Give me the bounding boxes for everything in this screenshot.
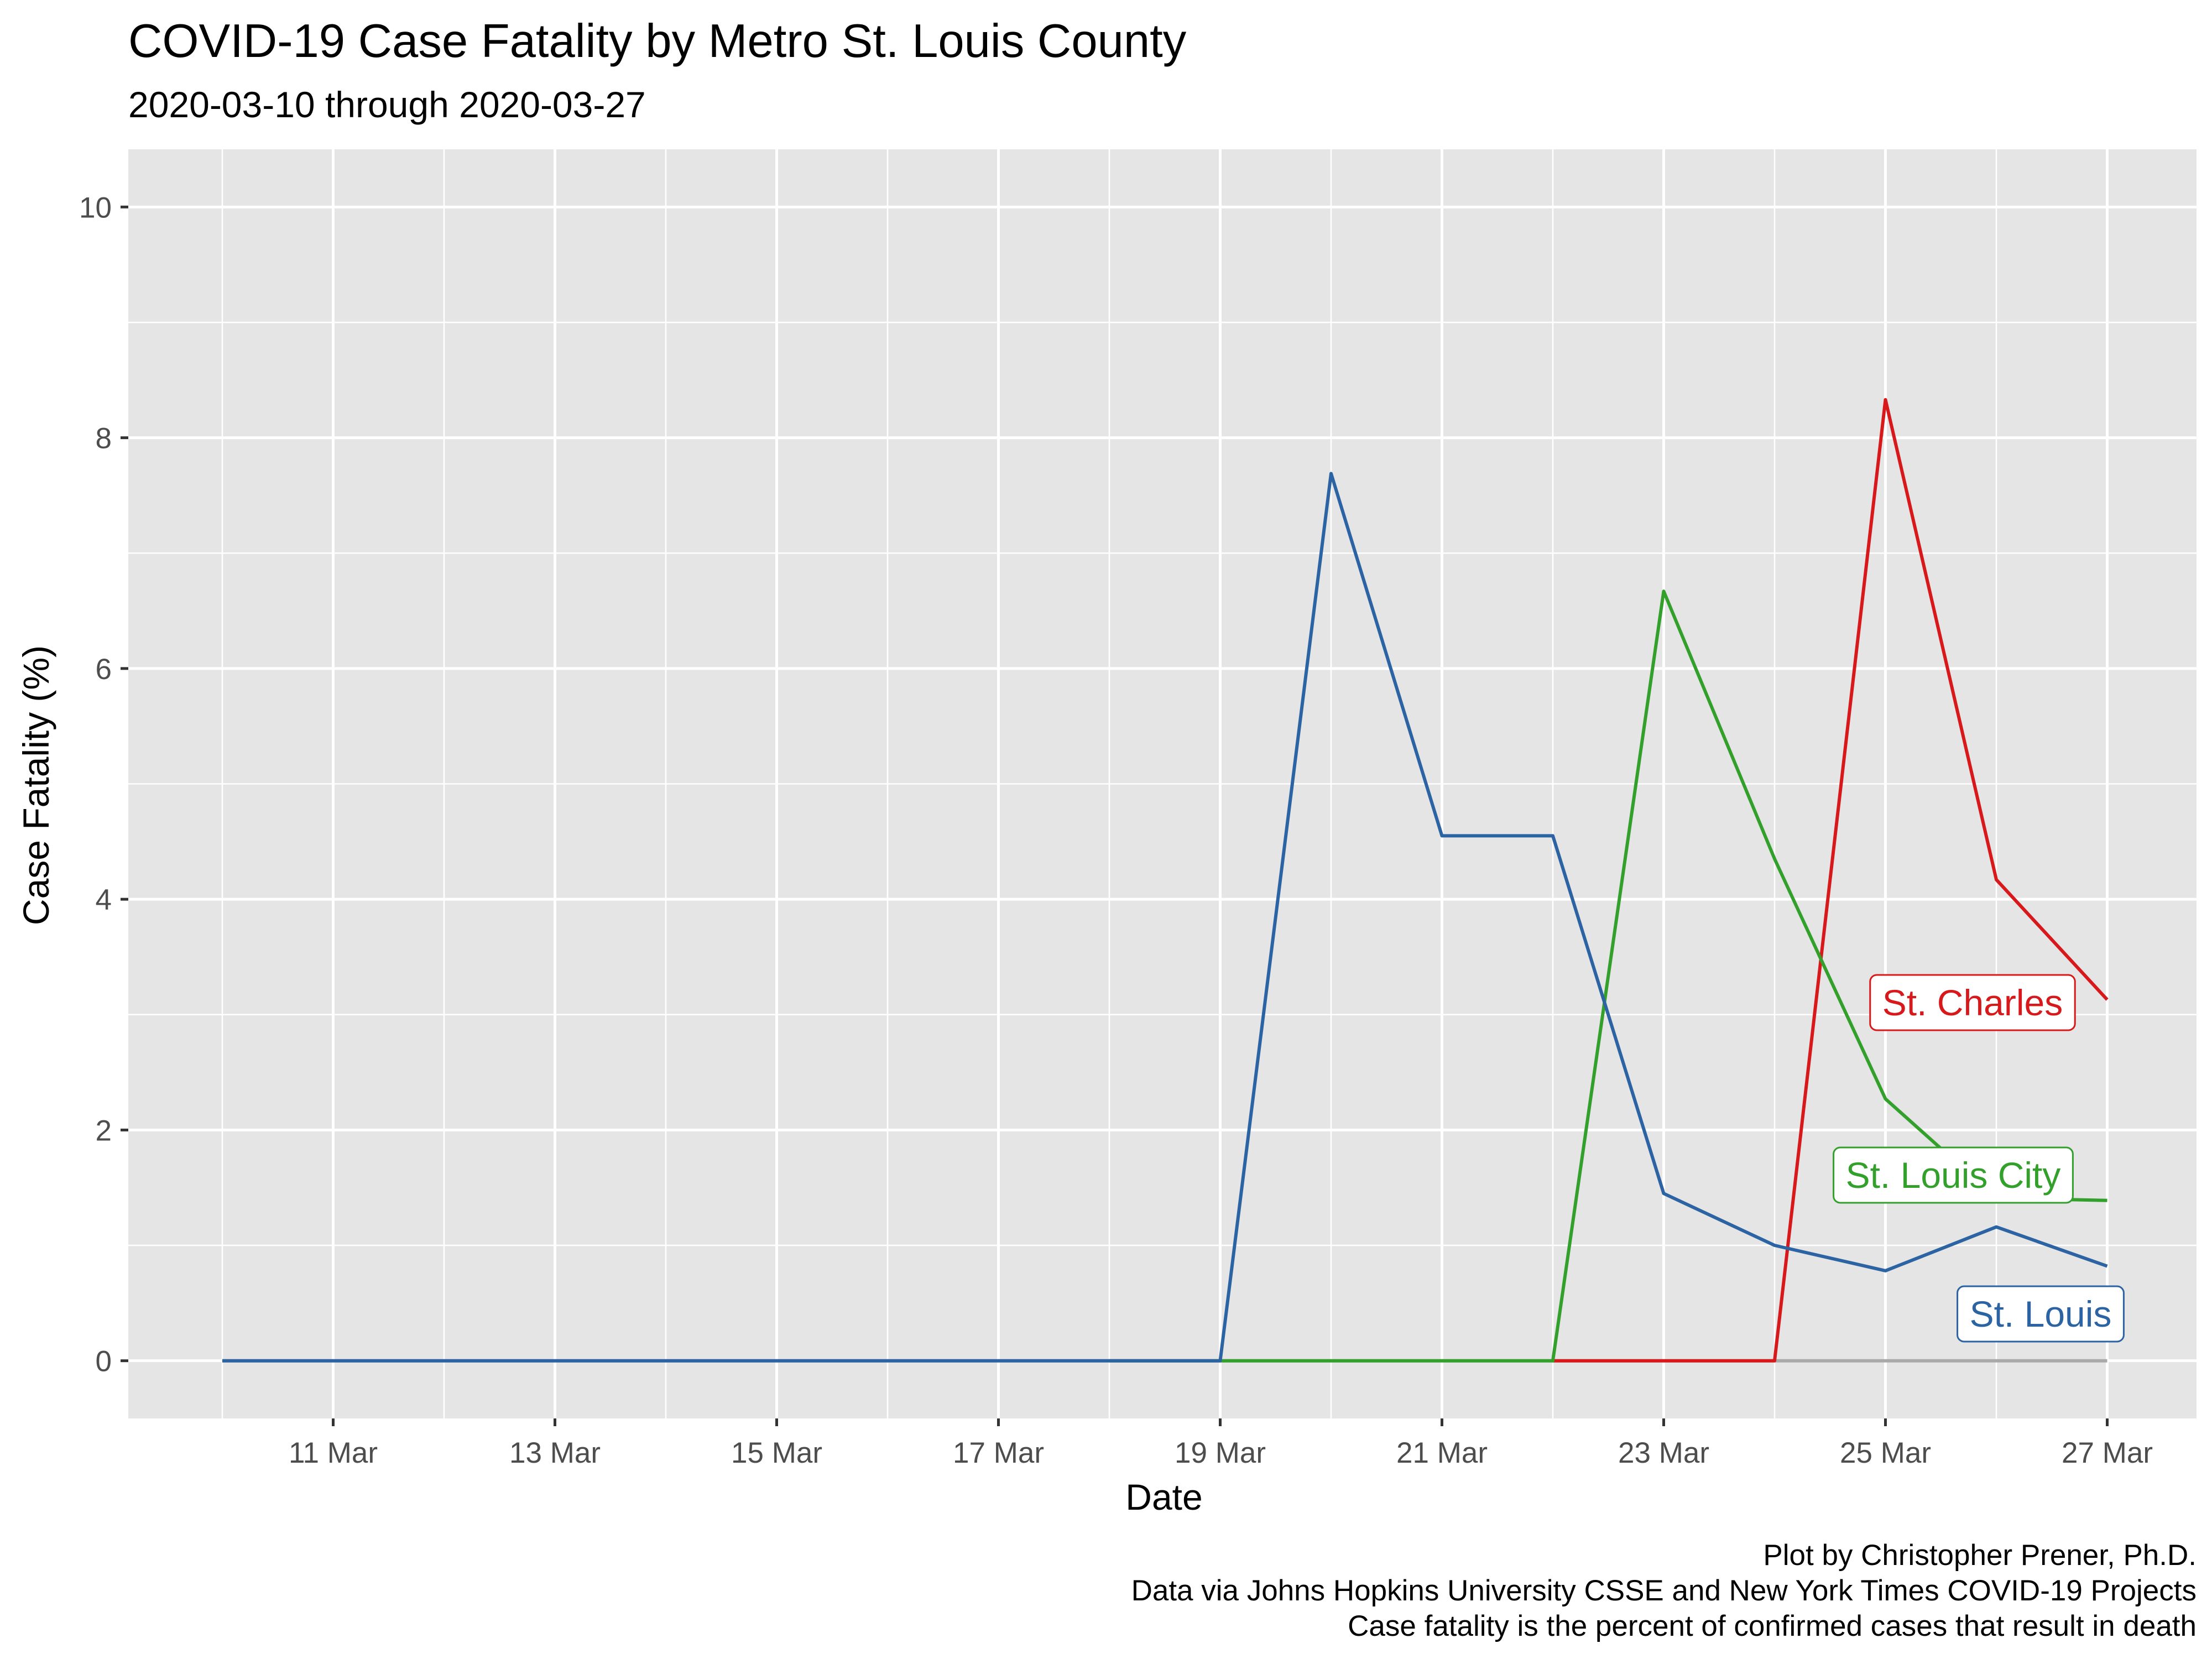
chart-title: COVID-19 Case Fatality by Metro St. Loui… bbox=[128, 15, 1187, 67]
series-line-st-louis bbox=[222, 472, 2108, 1363]
y-tick-label: 10 bbox=[79, 191, 112, 224]
caption-sources: Data via Johns Hopkins University CSSE a… bbox=[1131, 1574, 2197, 1607]
minor-gridlines bbox=[111, 149, 2197, 1418]
y-axis: 0 2 4 6 8 10 bbox=[79, 191, 128, 1378]
series-lines bbox=[222, 398, 2109, 1363]
label-box bbox=[1869, 974, 2076, 1031]
y-tick-label: 4 bbox=[96, 884, 112, 916]
label-text: St. Louis City bbox=[1846, 1155, 2061, 1196]
x-tick-label: 17 Mar bbox=[953, 1437, 1044, 1469]
label-st-louis: St. Louis bbox=[1957, 1285, 2125, 1343]
label-box bbox=[1833, 1146, 2074, 1204]
series-line-st-charles bbox=[1553, 398, 2109, 1363]
x-axis: 11 Mar 13 Mar 15 Mar 17 Mar 19 Mar 21 Mar 23 M… bbox=[289, 1418, 2153, 1469]
x-tick-label: 11 Mar bbox=[289, 1437, 378, 1469]
label-box bbox=[1957, 1285, 2125, 1343]
x-tick-label: 19 Mar bbox=[1175, 1437, 1266, 1469]
y-axis-title: Case Fatality (%) bbox=[15, 645, 56, 925]
label-st-charles: St. Charles bbox=[1869, 974, 2076, 1031]
x-tick-label: 27 Mar bbox=[2062, 1437, 2153, 1469]
y-tick-label: 2 bbox=[96, 1114, 112, 1147]
label-text: St. Louis bbox=[1970, 1293, 2112, 1334]
chart-subtitle: 2020-03-10 through 2020-03-27 bbox=[128, 84, 646, 125]
x-tick-label: 15 Mar bbox=[731, 1437, 822, 1469]
x-tick-label: 21 Mar bbox=[1396, 1437, 1488, 1469]
caption-author: Plot by Christopher Prener, Ph.D. bbox=[1763, 1539, 2197, 1572]
y-tick-label: 0 bbox=[96, 1345, 112, 1378]
caption-definition: Case fatality is the percent of confirme… bbox=[1348, 1610, 2197, 1642]
y-tick-label: 6 bbox=[96, 653, 112, 686]
y-tick-label: 8 bbox=[96, 422, 112, 455]
x-tick-label: 23 Mar bbox=[1618, 1437, 1709, 1469]
label-st-louis-city: St. Louis City bbox=[1833, 1146, 2074, 1204]
x-axis-title: Date bbox=[1125, 1477, 1202, 1517]
x-tick-label: 13 Mar bbox=[509, 1437, 601, 1469]
series-labels: St. Charles St. Louis City St. Louis bbox=[1833, 974, 2125, 1343]
x-tick-label: 25 Mar bbox=[1840, 1437, 1931, 1469]
label-text: St. Charles bbox=[1882, 982, 2063, 1023]
